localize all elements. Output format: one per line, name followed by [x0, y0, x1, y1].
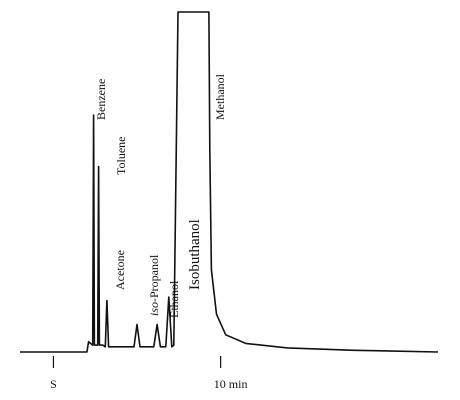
peak-labels: Benzene Toluene Acetone iso-Propanol Ethanol… [94, 73, 227, 318]
peak-label: Methanol [213, 73, 227, 120]
x-axis-ticks: S 10 min [50, 356, 247, 391]
peak-label: Isobuthanol [187, 219, 203, 290]
peak-label: Acetone [113, 250, 127, 290]
peak-label: iso-Propanol [147, 254, 161, 316]
x-tick-label: S [50, 377, 57, 391]
chromatogram-trace [20, 11, 439, 353]
peak-label-name: -Propanol [147, 254, 161, 302]
x-tick-label: 10 min [214, 377, 248, 391]
peak-label: Benzene [94, 79, 108, 120]
peak-label: Toluene [114, 137, 128, 175]
peak-label-prefix: iso [147, 302, 161, 316]
peak-label: Ethanol [167, 280, 181, 318]
